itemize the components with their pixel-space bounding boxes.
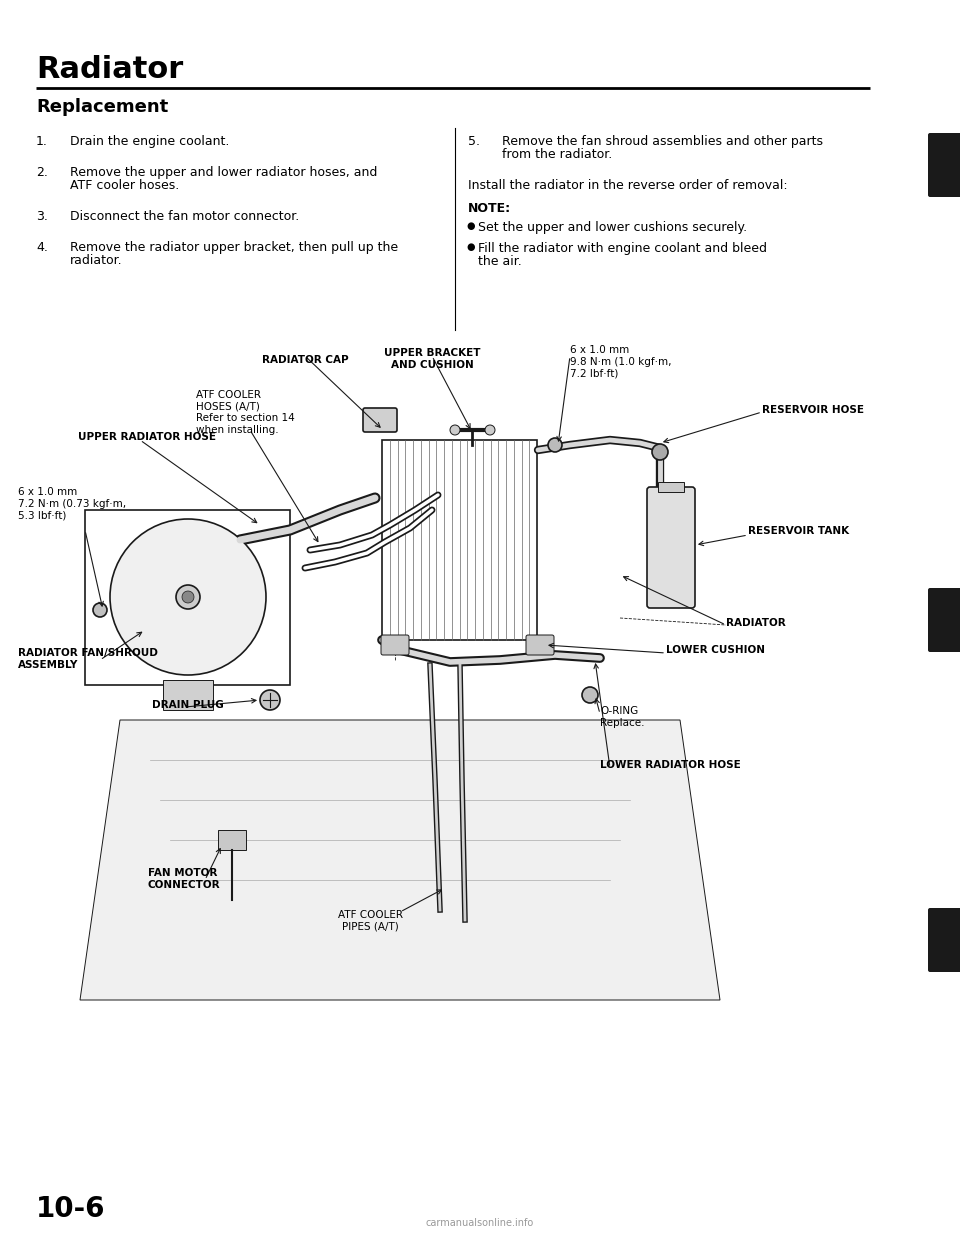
Text: 6 x 1.0 mm
9.8 N·m (1.0 kgf·m,
7.2 lbf·ft): 6 x 1.0 mm 9.8 N·m (1.0 kgf·m, 7.2 lbf·f… (570, 345, 671, 379)
Circle shape (182, 591, 194, 604)
Bar (382, 440, 537, 640)
Text: Drain the engine coolant.: Drain the engine coolant. (70, 135, 229, 148)
FancyBboxPatch shape (928, 133, 960, 197)
Text: from the radiator.: from the radiator. (502, 148, 612, 161)
Circle shape (110, 519, 266, 674)
Text: 2.: 2. (36, 166, 48, 179)
Text: RESERVOIR TANK: RESERVOIR TANK (748, 527, 850, 537)
Text: Install the radiator in the reverse order of removal:: Install the radiator in the reverse orde… (468, 179, 787, 193)
Circle shape (548, 438, 562, 452)
Bar (163, 681, 213, 710)
Text: 5.: 5. (468, 135, 480, 148)
FancyBboxPatch shape (647, 487, 695, 609)
Text: Remove the upper and lower radiator hoses, and: Remove the upper and lower radiator hose… (70, 166, 377, 179)
FancyBboxPatch shape (381, 635, 409, 655)
Text: 3.: 3. (36, 210, 48, 224)
Text: radiator.: radiator. (70, 255, 123, 267)
Text: carmanualsonline.info: carmanualsonline.info (426, 1218, 534, 1228)
Text: ATF COOLER
PIPES (A/T): ATF COOLER PIPES (A/T) (338, 910, 402, 932)
Bar (85, 510, 290, 686)
Circle shape (176, 585, 200, 609)
Text: ATF cooler hoses.: ATF cooler hoses. (70, 179, 180, 193)
FancyBboxPatch shape (928, 908, 960, 972)
Text: RADIATOR CAP: RADIATOR CAP (262, 355, 348, 365)
Bar (5, 330, 910, 1150)
Text: ●: ● (466, 242, 474, 252)
Text: Replacement: Replacement (36, 98, 168, 116)
Text: UPPER BRACKET
AND CUSHION: UPPER BRACKET AND CUSHION (384, 348, 480, 370)
Text: Remove the fan shroud assemblies and other parts: Remove the fan shroud assemblies and oth… (502, 135, 823, 148)
FancyBboxPatch shape (928, 587, 960, 652)
Text: ●: ● (466, 221, 474, 231)
Text: Radiator: Radiator (36, 55, 183, 84)
Text: FAN MOTOR
CONNECTOR: FAN MOTOR CONNECTOR (148, 868, 221, 889)
Text: UPPER RADIATOR HOSE: UPPER RADIATOR HOSE (78, 432, 216, 442)
FancyBboxPatch shape (526, 635, 554, 655)
Text: the air.: the air. (478, 255, 521, 268)
Text: Disconnect the fan motor connector.: Disconnect the fan motor connector. (70, 210, 300, 224)
Circle shape (652, 443, 668, 460)
Circle shape (485, 425, 495, 435)
Text: O-RING
Replace.: O-RING Replace. (600, 705, 644, 728)
Text: NOTE:: NOTE: (468, 202, 511, 215)
Text: RADIATOR: RADIATOR (726, 619, 785, 628)
Text: Remove the radiator upper bracket, then pull up the: Remove the radiator upper bracket, then … (70, 241, 398, 255)
Text: 4.: 4. (36, 241, 48, 255)
Polygon shape (80, 720, 720, 1000)
Text: 10-6: 10-6 (36, 1195, 106, 1223)
Circle shape (450, 425, 460, 435)
Text: Set the upper and lower cushions securely.: Set the upper and lower cushions securel… (478, 221, 747, 233)
Circle shape (260, 691, 280, 710)
Circle shape (582, 687, 598, 703)
Bar (218, 830, 246, 850)
Text: RADIATOR FAN/SHROUD
ASSEMBLY: RADIATOR FAN/SHROUD ASSEMBLY (18, 648, 157, 669)
Text: ATF COOLER
HOSES (A/T)
Refer to section 14
when installing.: ATF COOLER HOSES (A/T) Refer to section … (196, 390, 295, 435)
Circle shape (93, 604, 107, 617)
Text: 1.: 1. (36, 135, 48, 148)
Text: LOWER CUSHION: LOWER CUSHION (666, 645, 765, 655)
Text: 6 x 1.0 mm
7.2 N·m (0.73 kgf·m,
5.3 lbf·ft): 6 x 1.0 mm 7.2 N·m (0.73 kgf·m, 5.3 lbf·… (18, 487, 126, 520)
Text: RESERVOIR HOSE: RESERVOIR HOSE (762, 405, 864, 415)
Text: DRAIN PLUG: DRAIN PLUG (152, 700, 224, 710)
Bar (658, 482, 684, 492)
FancyBboxPatch shape (363, 409, 397, 432)
Text: LOWER RADIATOR HOSE: LOWER RADIATOR HOSE (600, 760, 741, 770)
Text: Fill the radiator with engine coolant and bleed: Fill the radiator with engine coolant an… (478, 242, 767, 255)
